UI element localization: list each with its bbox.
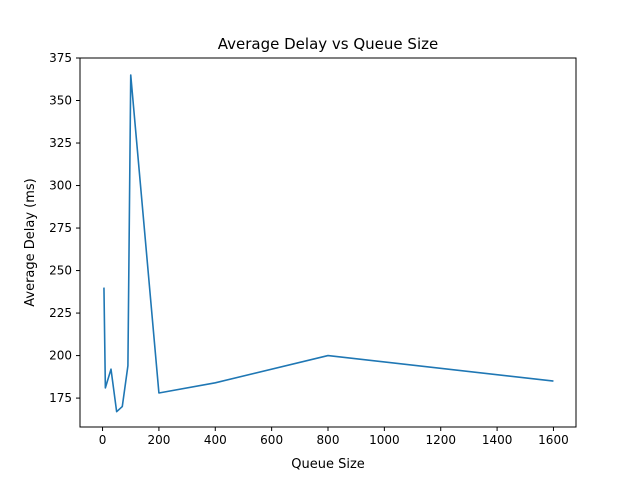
y-tick-label: 350 <box>49 94 72 108</box>
y-tick-label: 225 <box>49 306 72 320</box>
y-tick-label: 300 <box>49 179 72 193</box>
x-tick-label: 800 <box>317 433 340 447</box>
x-axis: 0 200 400 600 800 1000 1200 1400 1600 <box>99 427 569 447</box>
y-tick-label: 375 <box>49 51 72 65</box>
y-tick-label: 250 <box>49 264 72 278</box>
x-tick-label: 400 <box>204 433 227 447</box>
x-axis-label: Queue Size <box>291 457 365 472</box>
y-tick-label: 200 <box>49 349 72 363</box>
y-axis-label: Average Delay (ms) <box>23 178 38 307</box>
y-tick-label: 175 <box>49 391 72 405</box>
x-tick-label: 0 <box>99 433 107 447</box>
x-tick-label: 600 <box>260 433 283 447</box>
chart-title: Average Delay vs Queue Size <box>218 35 438 53</box>
x-tick-label: 1000 <box>369 433 400 447</box>
x-tick-label: 200 <box>147 433 170 447</box>
x-tick-label: 1200 <box>425 433 456 447</box>
y-tick-label: 325 <box>49 136 72 150</box>
y-tick-label: 275 <box>49 221 72 235</box>
x-tick-label: 1600 <box>538 433 569 447</box>
y-axis: 175 200 225 250 275 300 325 350 375 <box>49 51 80 405</box>
series-line <box>103 74 554 413</box>
x-tick-label: 1400 <box>482 433 513 447</box>
series-layer <box>103 74 554 413</box>
